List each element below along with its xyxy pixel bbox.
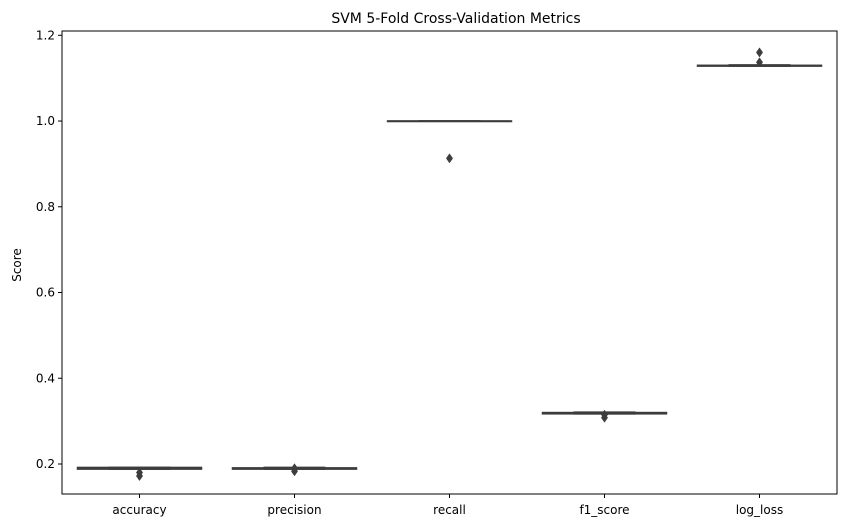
y-axis-label: Score (10, 248, 24, 282)
y-tick-label-4: 1.0 (36, 114, 55, 128)
y-tick-label-3: 0.8 (36, 200, 55, 214)
plot-area (76, 47, 823, 482)
x-tick-label-accuracy: accuracy (112, 503, 166, 517)
y-tick-label-0: 0.2 (36, 457, 55, 471)
flier-recall-0 (445, 153, 454, 164)
x-tick-label-recall: recall (433, 503, 466, 517)
box-f1_score (541, 409, 668, 423)
axes: 0.2 0.4 0.6 0.8 1.0 1.2 accuracy precision recal… (36, 28, 838, 517)
x-tick-label-log_loss: log_loss (736, 503, 783, 517)
x-tick-label-precision: precision (267, 503, 321, 517)
y-tick-label-2: 0.6 (36, 286, 55, 300)
flier-log_loss-0 (755, 57, 764, 68)
y-tick-label-5: 1.2 (36, 28, 55, 42)
y-tick-label-1: 0.4 (36, 371, 55, 385)
flier-accuracy-1 (135, 467, 144, 478)
x-tick-label-f1_score: f1_score (579, 503, 629, 517)
flier-log_loss-1 (755, 47, 764, 58)
box-log_loss (696, 47, 823, 68)
box-recall (386, 120, 513, 164)
flier-precision-1 (290, 463, 299, 474)
plot-frame (61, 30, 838, 495)
box-accuracy (76, 466, 203, 482)
box-precision (231, 463, 358, 477)
chart-title: SVM 5-Fold Cross-Validation Metrics (331, 11, 580, 27)
flier-f1_score-1 (600, 409, 609, 420)
